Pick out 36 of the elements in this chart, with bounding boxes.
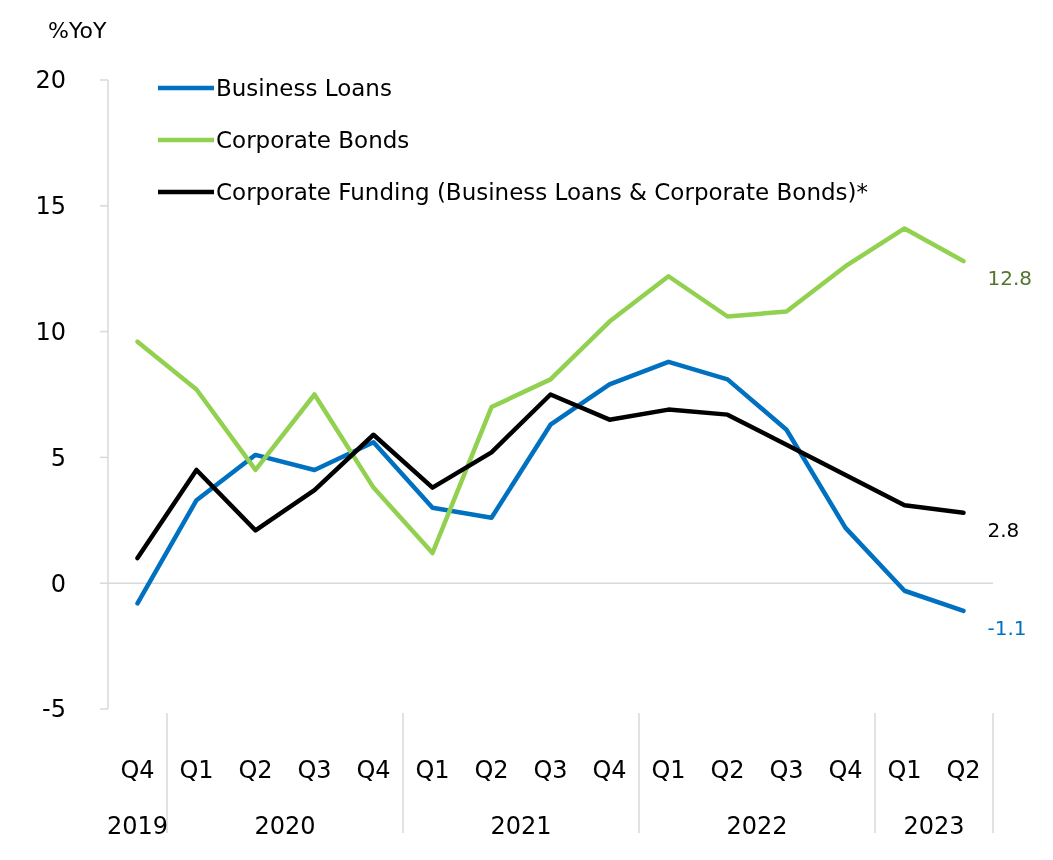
x-tick-label: Q2 [474,756,509,784]
x-tick-label: Q4 [592,756,627,784]
y-tick-label: 20 [35,66,66,95]
x-tick-label: Q1 [651,756,686,784]
line-series [135,392,966,561]
legend-label: Corporate Funding (Business Loans & Corporate Bonds)* [216,179,869,206]
x-tick-label: Q3 [533,756,568,784]
x-tick-label: Q2 [238,756,273,784]
x-tick-label: Q4 [356,756,391,784]
x-tick-label: Q3 [297,756,332,784]
y-tick-label: 15 [35,192,66,221]
y-tick-label: 10 [35,318,66,346]
y-tick-label: 0 [50,569,66,598]
text: 2022 [726,812,788,840]
y-tick-label: 5 [50,443,66,472]
line-series [135,359,966,614]
y-tick-label: -5 [42,695,66,724]
text: 2023 [903,812,965,840]
x-tick-label: Q1 [415,756,450,784]
x-tick-label: Q4 [828,756,863,784]
x-tick-label: Q2 [710,756,745,784]
legend-label: Business Loans [216,75,392,102]
legend-label: Corporate Bonds [216,127,410,154]
text: 2021 [490,812,552,840]
x-tick-label: Q4 [120,756,155,784]
x-tick-label: Q3 [769,756,804,784]
y-axis-title: %YoY [48,18,107,43]
x-tick-label: Q2 [946,756,981,784]
data-label: 12.8 [987,266,1033,291]
data-label: -1.1 [987,615,1027,640]
x-tick-label: Q1 [179,756,214,784]
line-series [135,226,966,556]
x-tick-label: Q1 [887,756,922,784]
text: 2020 [254,812,316,840]
data-label: 2.8 [987,517,1020,542]
text: 2019 [106,812,169,840]
